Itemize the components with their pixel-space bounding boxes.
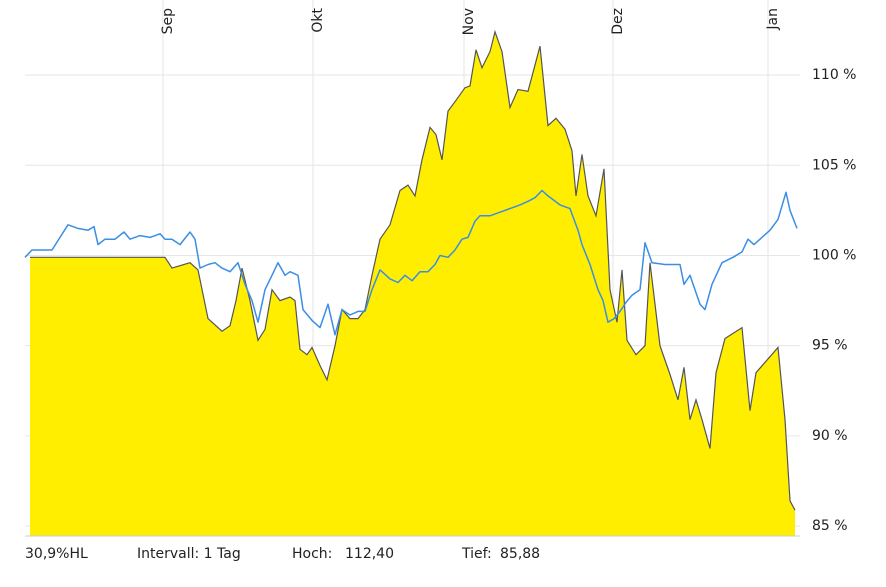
x-tick-label: Jan: [765, 8, 781, 31]
footer: 30,9%HL Intervall: 1 Tag Hoch: 112,40 Ti…: [25, 546, 540, 562]
footer-high: 112,40: [345, 546, 394, 562]
y-tick-label: 95 %: [812, 338, 848, 354]
area: [30, 31, 795, 537]
y-tick-label: 100 %: [812, 247, 856, 263]
y-tick-label: 110 %: [812, 67, 856, 83]
footer-low: 85,88: [500, 546, 540, 562]
plot: [24, 29, 798, 537]
x-tick-label: Sep: [160, 8, 176, 35]
line: [24, 189, 798, 336]
y-tick-label: 85 %: [812, 518, 848, 534]
y-tick-label: 90 %: [812, 428, 848, 444]
footer-name: 30,9%HL: [25, 546, 88, 562]
x-tick-label: Nov: [461, 8, 477, 35]
x-tick-label: Dez: [610, 8, 626, 35]
footer-high-label: Hoch:: [292, 546, 332, 562]
x-tick-label: Okt: [310, 7, 326, 32]
footer-low-label: Tief:: [461, 546, 492, 562]
area-outline: [30, 29, 796, 511]
axes: Sep Okt Nov Dez Jan: [25, 7, 800, 537]
footer-interval: Intervall: 1 Tag: [137, 546, 241, 562]
y-tick-label: 105 %: [812, 157, 856, 173]
